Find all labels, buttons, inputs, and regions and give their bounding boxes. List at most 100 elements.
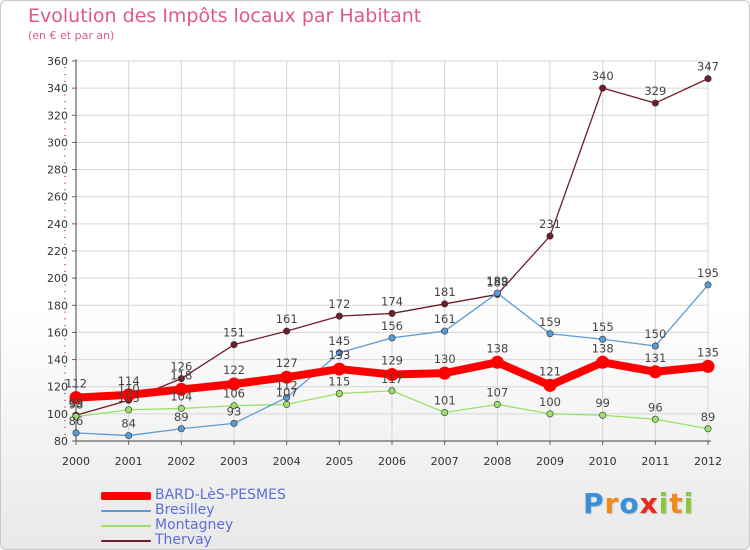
legend-swatch-bresilley: [101, 510, 151, 512]
data-label: 151: [223, 326, 245, 340]
legend-item-thervay[interactable]: Thervay: [101, 532, 361, 548]
y-tick-label: 100: [47, 408, 68, 421]
data-label: 118: [170, 368, 192, 382]
data-point: [546, 232, 554, 240]
y-tick-label: 300: [47, 136, 68, 149]
x-tick-label: 2012: [694, 455, 722, 468]
data-point: [283, 327, 291, 335]
data-label: 104: [170, 389, 192, 403]
x-tick-label: 2009: [536, 455, 564, 468]
data-point: [335, 312, 343, 320]
x-tick-label: 2007: [431, 455, 459, 468]
data-point: [174, 382, 188, 396]
data-point: [701, 359, 715, 373]
data-label: 98: [69, 398, 84, 412]
x-tick-label: 2005: [325, 455, 353, 468]
data-point: [599, 84, 607, 92]
legend-swatch-bard: [101, 492, 151, 500]
data-label: 195: [697, 266, 719, 280]
data-point: [490, 355, 504, 369]
y-tick-label: 220: [47, 245, 68, 258]
data-label: 129: [381, 354, 403, 368]
data-point: [596, 355, 610, 369]
legend-swatch-thervay: [101, 540, 151, 542]
y-tick-label: 240: [47, 218, 68, 231]
data-label: 96: [648, 400, 663, 414]
data-label: 121: [539, 364, 561, 378]
data-point: [441, 300, 449, 308]
data-label: 138: [592, 341, 614, 355]
data-label: 99: [69, 396, 84, 410]
data-label: 174: [381, 294, 403, 308]
data-point: [388, 309, 396, 317]
data-label: 101: [434, 394, 456, 408]
data-point: [125, 432, 133, 440]
y-tick-label: 340: [47, 82, 68, 95]
data-label: 150: [644, 327, 666, 341]
y-tick-label: 140: [47, 354, 68, 367]
x-tick-label: 2011: [641, 455, 669, 468]
legend: BARD-LèS-PESMES Bresilley Montagney Ther…: [101, 487, 361, 548]
x-tick-label: 2001: [115, 455, 143, 468]
data-point: [388, 334, 396, 342]
data-label: 84: [121, 417, 136, 431]
data-label: 181: [434, 285, 456, 299]
data-label: 155: [592, 320, 614, 334]
data-point: [230, 402, 238, 410]
legend-item-montagney[interactable]: Montagney: [101, 517, 361, 533]
data-point: [599, 411, 607, 419]
data-label: 89: [701, 410, 716, 424]
logo-letter: r: [604, 487, 620, 520]
data-point: [280, 370, 294, 384]
data-label: 131: [644, 351, 666, 365]
data-label: 188: [486, 275, 508, 289]
data-label: 89: [174, 410, 189, 424]
data-point: [177, 404, 185, 412]
data-label: 103: [118, 391, 140, 405]
data-label: 117: [381, 372, 403, 386]
data-point: [335, 349, 343, 357]
data-point: [385, 368, 399, 381]
data-label: 135: [697, 345, 719, 359]
data-point: [122, 388, 136, 402]
data-point: [335, 389, 343, 397]
legend-label-bresilley: Bresilley: [155, 502, 215, 518]
y-tick-label: 160: [47, 326, 68, 339]
data-point: [543, 378, 557, 392]
data-point: [230, 419, 238, 427]
data-label: 100: [539, 395, 561, 409]
data-label: 110: [118, 381, 140, 395]
data-point: [546, 330, 554, 338]
data-label: 126: [170, 360, 192, 374]
data-point: [177, 425, 185, 433]
data-point: [283, 400, 291, 408]
legend-item-bresilley[interactable]: Bresilley: [101, 502, 361, 518]
data-point: [177, 375, 185, 383]
chart-title: Evolution des Impôts locaux par Habitant: [28, 5, 422, 27]
y-tick-label: 200: [47, 272, 68, 285]
logo-letter: t: [669, 487, 684, 520]
data-label: 115: [328, 375, 350, 389]
logo-letter: x: [639, 487, 659, 520]
data-label: 112: [276, 379, 298, 393]
data-point: [332, 362, 346, 376]
data-label: 161: [434, 312, 456, 326]
data-label: 138: [486, 341, 508, 355]
data-label: 347: [697, 60, 719, 74]
data-label: 133: [328, 348, 350, 362]
y-tick-label: 320: [47, 109, 68, 122]
logo-letter: i: [683, 487, 695, 520]
data-label: 172: [328, 297, 350, 311]
legend-item-bard[interactable]: BARD-LèS-PESMES: [101, 487, 361, 503]
data-point: [227, 377, 241, 391]
data-label: 107: [486, 385, 508, 399]
data-point: [704, 281, 712, 289]
y-tick-label: 280: [47, 164, 68, 177]
data-point: [648, 365, 662, 379]
y-tick-label: 260: [47, 191, 68, 204]
logo-letter: o: [619, 487, 640, 520]
data-point: [230, 341, 238, 349]
y-tick-label: 180: [47, 299, 68, 312]
